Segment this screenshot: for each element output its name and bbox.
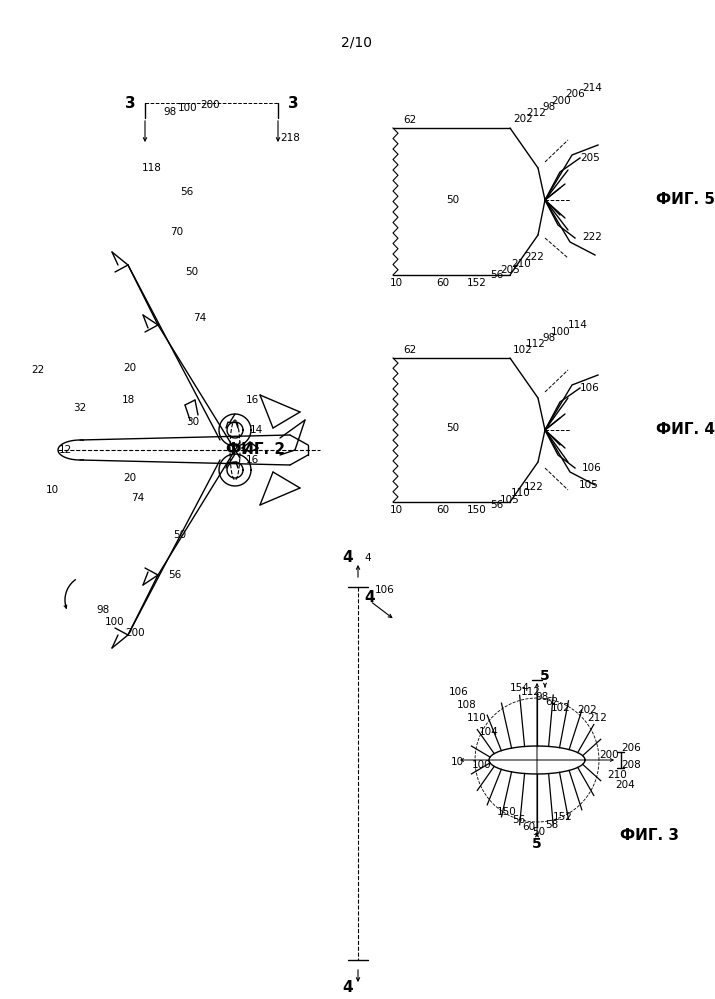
- Text: 110: 110: [511, 488, 531, 498]
- Text: 210: 210: [511, 259, 531, 269]
- Text: 10: 10: [390, 278, 403, 288]
- Text: 208: 208: [621, 760, 641, 770]
- Text: 98: 98: [543, 102, 556, 112]
- Text: 60: 60: [436, 278, 450, 288]
- Text: 205: 205: [500, 265, 520, 275]
- Text: 98: 98: [543, 333, 556, 343]
- Text: 4: 4: [342, 550, 353, 565]
- Text: 112: 112: [521, 687, 541, 697]
- Text: 200: 200: [200, 100, 220, 110]
- Text: 200: 200: [551, 96, 571, 106]
- Text: 205: 205: [580, 153, 600, 163]
- Text: 16: 16: [245, 455, 259, 465]
- Text: 150: 150: [497, 807, 517, 817]
- Text: 62: 62: [403, 115, 417, 125]
- Text: 110: 110: [467, 713, 487, 723]
- Text: 50: 50: [446, 195, 460, 205]
- Text: 3: 3: [287, 96, 298, 111]
- Text: 18: 18: [122, 395, 134, 405]
- Text: 10: 10: [390, 505, 403, 515]
- Text: 2/10: 2/10: [342, 36, 373, 50]
- Text: 100: 100: [472, 760, 492, 770]
- Text: ФИГ. 2: ФИГ. 2: [227, 443, 285, 458]
- Text: 212: 212: [526, 108, 546, 118]
- Text: 206: 206: [565, 89, 585, 99]
- Text: 50: 50: [446, 423, 460, 433]
- Text: 50: 50: [533, 827, 546, 837]
- Text: 102: 102: [551, 703, 571, 713]
- Text: ФИГ. 4: ФИГ. 4: [656, 423, 714, 438]
- Text: 4: 4: [365, 553, 371, 563]
- Text: 106: 106: [582, 463, 602, 473]
- Text: 105: 105: [579, 480, 599, 490]
- Text: 106: 106: [580, 383, 600, 393]
- Text: 106: 106: [375, 585, 395, 595]
- Text: 202: 202: [577, 705, 597, 715]
- Text: 50: 50: [185, 267, 199, 277]
- Text: 100: 100: [105, 617, 125, 627]
- Text: 32: 32: [74, 403, 87, 413]
- Text: 50: 50: [174, 530, 187, 540]
- Text: 62: 62: [403, 345, 417, 355]
- Text: 202: 202: [513, 114, 533, 124]
- Text: 152: 152: [467, 278, 487, 288]
- Text: ФИГ. 5: ФИГ. 5: [656, 193, 714, 208]
- Text: 98: 98: [536, 692, 548, 702]
- Text: 14: 14: [250, 425, 262, 435]
- Text: 10: 10: [46, 485, 59, 495]
- Text: 74: 74: [193, 313, 207, 323]
- Text: 98: 98: [97, 605, 109, 615]
- Text: 122: 122: [524, 482, 544, 492]
- Text: 154: 154: [510, 683, 530, 693]
- Text: 100: 100: [178, 103, 198, 113]
- Text: 152: 152: [553, 812, 573, 822]
- Text: 56: 56: [168, 570, 182, 580]
- Text: 114: 114: [568, 320, 588, 330]
- Text: 56: 56: [490, 270, 503, 280]
- Text: 212: 212: [587, 713, 607, 723]
- Text: 10: 10: [450, 757, 463, 767]
- Text: 118: 118: [142, 163, 162, 173]
- Text: 4: 4: [342, 980, 353, 995]
- Text: 22: 22: [31, 365, 44, 375]
- Text: 62: 62: [546, 697, 558, 707]
- Text: ФИГ. 3: ФИГ. 3: [621, 827, 679, 842]
- Text: 12: 12: [59, 445, 72, 455]
- Text: 74: 74: [132, 493, 144, 503]
- Text: 102: 102: [513, 345, 533, 355]
- Text: 60: 60: [436, 505, 450, 515]
- Text: 56: 56: [180, 187, 194, 197]
- Text: 98: 98: [163, 107, 177, 117]
- Text: 20: 20: [124, 363, 137, 373]
- Text: 56: 56: [513, 815, 526, 825]
- Text: 3: 3: [124, 96, 135, 111]
- Text: 210: 210: [607, 770, 627, 780]
- Text: 106: 106: [449, 687, 469, 697]
- Text: 222: 222: [524, 252, 544, 262]
- Text: 150: 150: [467, 505, 487, 515]
- Text: 200: 200: [599, 750, 618, 760]
- Text: 30: 30: [187, 417, 199, 427]
- Text: 108: 108: [457, 700, 477, 710]
- Text: 105: 105: [500, 495, 520, 505]
- Text: 20: 20: [124, 473, 137, 483]
- Text: 56: 56: [490, 500, 503, 510]
- Text: 70: 70: [170, 227, 184, 237]
- Text: 204: 204: [615, 780, 635, 790]
- Text: 200: 200: [125, 628, 145, 638]
- Text: 218: 218: [280, 133, 300, 143]
- Text: 16: 16: [245, 395, 259, 405]
- Text: 214: 214: [582, 83, 602, 93]
- Text: 112: 112: [526, 339, 546, 349]
- Text: 5: 5: [532, 837, 542, 851]
- Text: 104: 104: [479, 727, 499, 737]
- Text: 60: 60: [523, 822, 536, 832]
- Text: 58: 58: [546, 820, 558, 830]
- Text: 222: 222: [582, 232, 602, 242]
- Text: 100: 100: [551, 327, 571, 337]
- Text: 5: 5: [540, 669, 550, 683]
- Text: 4: 4: [365, 589, 375, 604]
- Text: 206: 206: [621, 743, 641, 753]
